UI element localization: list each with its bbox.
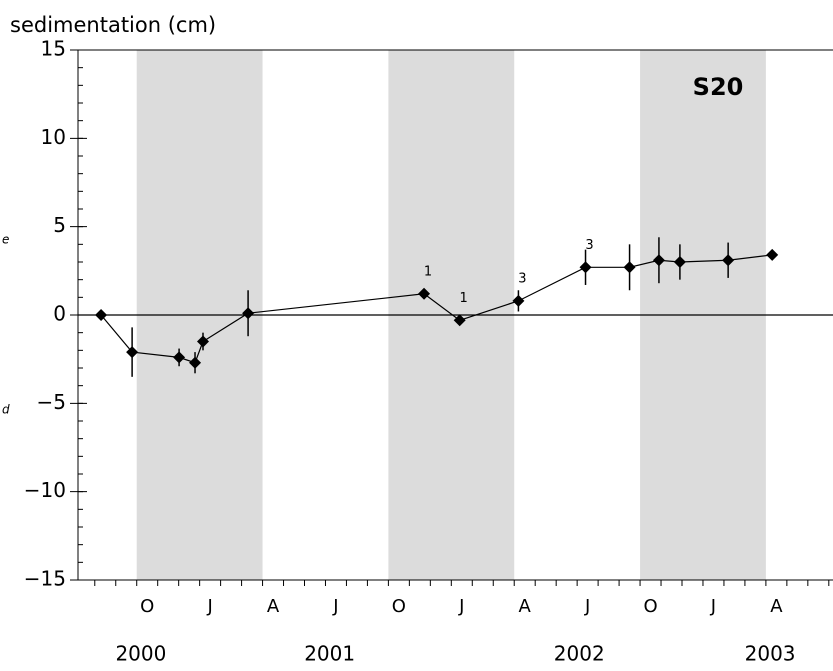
panel-label: S20 — [693, 73, 744, 101]
y-tick-label: −10 — [24, 478, 66, 502]
data-point — [418, 287, 431, 300]
x-tick-label: J — [710, 596, 716, 617]
year-label: 2001 — [304, 642, 355, 666]
x-tick-label: A — [770, 596, 783, 617]
data-point — [189, 356, 202, 369]
x-tick-label: J — [206, 596, 212, 617]
data-point — [722, 254, 735, 267]
y-tick-label: 15 — [41, 37, 66, 61]
data-point — [623, 261, 636, 274]
x-tick-label: O — [392, 596, 406, 617]
chart-title: sedimentation (cm) — [10, 13, 216, 37]
y-tick-label: −5 — [37, 390, 66, 414]
point-annotation: 3 — [518, 271, 526, 286]
data-point — [512, 294, 525, 307]
x-tick-label: A — [519, 596, 532, 617]
margin-fragment: d — [2, 403, 10, 417]
x-tick-label: O — [140, 596, 154, 617]
y-tick-label: 0 — [53, 302, 66, 326]
x-tick-label: J — [332, 596, 338, 617]
data-point — [652, 254, 665, 267]
margin-fragment: e — [2, 233, 9, 247]
x-tick-label: J — [458, 596, 464, 617]
x-tick-label: O — [643, 596, 657, 617]
point-annotation: 1 — [460, 291, 468, 306]
year-label: 2003 — [745, 642, 796, 666]
point-annotation: 1 — [424, 264, 432, 279]
data-point — [173, 351, 186, 364]
y-tick-label: −15 — [24, 567, 66, 591]
data-point — [242, 307, 255, 320]
data-point — [766, 248, 779, 261]
data-point — [673, 256, 686, 268]
y-tick-label: 5 — [53, 213, 66, 237]
x-tick-label: A — [267, 596, 280, 617]
data-point — [453, 314, 466, 327]
x-tick-label: J — [584, 596, 590, 617]
y-tick-label: 10 — [41, 125, 66, 149]
data-point — [196, 335, 209, 348]
data-point — [126, 346, 139, 359]
year-label: 2000 — [115, 642, 166, 666]
data-point — [95, 309, 108, 321]
data-point — [579, 261, 592, 274]
year-label: 2002 — [554, 642, 605, 666]
point-annotation: 3 — [585, 238, 593, 253]
